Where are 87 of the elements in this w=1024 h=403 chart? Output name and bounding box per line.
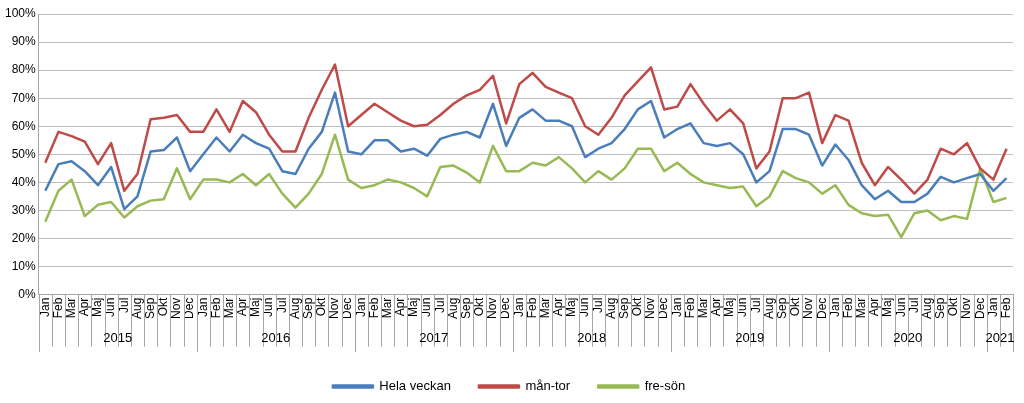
x-tick-label: Dec <box>814 297 829 319</box>
x-tick-label: Okt <box>472 296 487 317</box>
x-tick-label: Apr <box>235 297 250 317</box>
x-tick-label: Jan <box>511 297 526 318</box>
x-tick-label: Nov <box>801 297 816 319</box>
y-tick-label: 90% <box>11 34 37 49</box>
x-tick-label: Apr <box>709 297 724 317</box>
x-tick-label: Nov <box>485 297 500 319</box>
legend-label: fre-sön <box>644 378 686 394</box>
x-tick-label: Feb <box>998 297 1013 319</box>
x-tick-label: Aug <box>761 297 776 320</box>
x-tick-label: Aug <box>603 297 618 320</box>
x-tick-label: Jun <box>577 297 592 318</box>
x-tick-label: Maj <box>406 297 421 317</box>
x-tick-label: Jun <box>261 297 276 318</box>
x-tick-label: Jan <box>827 297 842 318</box>
y-tick-label: 40% <box>11 174 37 189</box>
x-tick-label: Sep <box>775 297 789 320</box>
text: 2019 <box>735 329 765 345</box>
y-tick-label: 20% <box>11 230 37 245</box>
x-tick-label: Feb <box>208 297 223 319</box>
x-tick-label: Okt <box>156 296 171 317</box>
x-tick-label: Feb <box>50 297 65 319</box>
x-tick-label: Okt <box>788 296 803 317</box>
text: 2020 <box>893 329 923 345</box>
x-tick-label: Feb <box>840 297 855 319</box>
x-tick-label: Mar <box>221 297 236 319</box>
y-tick-label: 50% <box>11 146 37 161</box>
x-tick-label: Dec <box>972 297 987 319</box>
x-tick-label: Okt <box>946 296 961 317</box>
y-tick-label: 70% <box>11 90 37 105</box>
legend-label: mån-tor <box>525 378 571 394</box>
x-tick-label: Nov <box>959 297 974 319</box>
x-tick-label: Jul <box>906 297 921 313</box>
x-tick-label: Nov <box>327 297 342 319</box>
x-tick-label: Jul <box>432 297 447 313</box>
x-tick-label: Apr <box>551 297 566 317</box>
x-tick-label: Jul <box>590 297 605 313</box>
x-tick-label: Maj <box>564 297 579 317</box>
x-tick-label: Jul <box>748 297 763 313</box>
x-tick-label: Maj <box>248 297 263 317</box>
x-tick-label: Aug <box>445 297 460 320</box>
x-tick-label: Jan <box>195 297 210 318</box>
x-tick-label: Mar <box>379 297 394 319</box>
x-tick-label: Jan <box>37 297 52 318</box>
text: 2018 <box>577 329 607 345</box>
x-tick-label: Jun <box>735 297 750 318</box>
x-tick-label: Apr <box>77 297 92 317</box>
x-tick-label: Aug <box>919 297 934 320</box>
x-tick-label: Feb <box>524 297 539 319</box>
x-tick-label: Apr <box>867 297 882 317</box>
y-tick-label: 30% <box>11 202 37 217</box>
x-tick-label: Feb <box>682 297 697 319</box>
x-tick-label: Jan <box>353 297 368 318</box>
x-tick-label: Jul <box>116 297 131 313</box>
x-tick-label: Jul <box>274 297 289 313</box>
x-tick-label: Apr <box>393 297 408 317</box>
y-tick-label: 100% <box>4 6 37 21</box>
x-tick-label: Aug <box>129 297 144 320</box>
y-tick-label: 10% <box>11 258 37 273</box>
x-tick-label: Nov <box>169 297 184 319</box>
x-tick-label: Mar <box>695 297 710 319</box>
x-tick-label: Feb <box>366 297 381 319</box>
x-tick-label: Jan <box>669 297 684 318</box>
x-tick-label: Jan <box>985 297 1000 318</box>
x-tick-label: Maj <box>90 297 105 317</box>
y-tick-label: 60% <box>11 118 37 133</box>
x-tick-label: Jun <box>893 297 908 318</box>
x-tick-label: Nov <box>643 297 658 319</box>
text: 2015 <box>103 329 133 345</box>
x-tick-label: Sep <box>933 297 948 320</box>
x-tick-label: Jun <box>103 297 118 318</box>
text: 2016 <box>261 329 291 345</box>
x-tick-label: Mar <box>537 297 552 319</box>
y-tick-label: 80% <box>11 62 37 77</box>
x-tick-label: Maj <box>880 297 895 317</box>
x-tick-label: Mar <box>63 297 78 319</box>
text: 2017 <box>419 329 449 345</box>
text: 2021 <box>985 329 1015 345</box>
x-tick-label: Jun <box>419 297 434 318</box>
x-tick-label: Okt <box>314 296 329 317</box>
x-tick-label: Mar <box>854 297 869 319</box>
legend-label: Hela veckan <box>379 378 451 394</box>
x-tick-label: Maj <box>722 297 737 317</box>
y-tick-label: 0% <box>18 286 37 301</box>
x-tick-label: Okt <box>630 296 645 317</box>
x-tick-label: Aug <box>287 297 302 320</box>
